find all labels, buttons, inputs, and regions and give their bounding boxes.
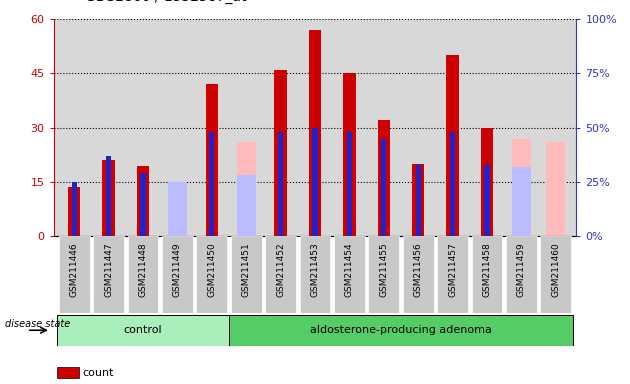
- Bar: [68, 187, 81, 236]
- Bar: [275, 70, 287, 236]
- Text: GSM211450: GSM211450: [207, 242, 216, 297]
- Bar: [377, 121, 390, 236]
- Bar: [347, 132, 352, 236]
- FancyBboxPatch shape: [334, 236, 365, 313]
- Bar: [237, 142, 256, 236]
- Bar: [412, 164, 425, 236]
- Bar: [205, 84, 218, 236]
- FancyBboxPatch shape: [93, 236, 124, 313]
- Bar: [309, 30, 321, 236]
- Bar: [546, 142, 565, 236]
- FancyBboxPatch shape: [162, 236, 193, 313]
- FancyBboxPatch shape: [299, 236, 331, 313]
- Bar: [137, 166, 149, 236]
- Bar: [512, 167, 531, 236]
- Text: GSM211454: GSM211454: [345, 242, 354, 297]
- Text: GSM211449: GSM211449: [173, 242, 182, 297]
- Bar: [512, 139, 531, 236]
- FancyBboxPatch shape: [541, 236, 571, 313]
- FancyBboxPatch shape: [231, 236, 261, 313]
- Bar: [57, 367, 79, 378]
- Bar: [229, 315, 573, 346]
- Bar: [481, 127, 493, 236]
- FancyBboxPatch shape: [265, 236, 296, 313]
- FancyBboxPatch shape: [471, 236, 503, 313]
- Bar: [450, 132, 455, 236]
- FancyBboxPatch shape: [127, 236, 159, 313]
- FancyBboxPatch shape: [506, 236, 537, 313]
- Bar: [140, 173, 146, 236]
- Text: GSM211446: GSM211446: [70, 242, 79, 297]
- Bar: [106, 156, 111, 236]
- Bar: [237, 175, 256, 236]
- Text: GSM211457: GSM211457: [448, 242, 457, 297]
- Bar: [381, 139, 386, 236]
- Text: count: count: [83, 367, 114, 377]
- Text: GSM211460: GSM211460: [551, 242, 560, 297]
- Bar: [168, 182, 187, 236]
- Text: GSM211451: GSM211451: [242, 242, 251, 297]
- Text: GSM211459: GSM211459: [517, 242, 526, 297]
- Bar: [484, 165, 490, 236]
- Bar: [278, 132, 283, 236]
- Text: control: control: [123, 325, 163, 335]
- FancyBboxPatch shape: [403, 236, 433, 313]
- FancyBboxPatch shape: [59, 236, 89, 313]
- Text: aldosterone-producing adenoma: aldosterone-producing adenoma: [310, 325, 492, 335]
- Bar: [343, 73, 355, 236]
- Text: GSM211447: GSM211447: [104, 242, 113, 297]
- Text: GSM211452: GSM211452: [276, 242, 285, 297]
- Text: GSM211458: GSM211458: [483, 242, 491, 297]
- FancyBboxPatch shape: [369, 236, 399, 313]
- FancyBboxPatch shape: [197, 236, 227, 313]
- FancyBboxPatch shape: [437, 236, 468, 313]
- Bar: [416, 165, 421, 236]
- Text: GSM211453: GSM211453: [311, 242, 319, 297]
- Text: GSM211448: GSM211448: [139, 242, 147, 297]
- Text: GSM211456: GSM211456: [414, 242, 423, 297]
- Text: disease state: disease state: [5, 319, 71, 329]
- Bar: [209, 132, 214, 236]
- Bar: [168, 193, 187, 236]
- Text: GDS2860 / 1552587_at: GDS2860 / 1552587_at: [85, 0, 246, 4]
- Bar: [57, 315, 229, 346]
- Bar: [447, 55, 459, 236]
- Bar: [72, 182, 77, 236]
- Bar: [103, 160, 115, 236]
- Bar: [312, 127, 318, 236]
- Text: GSM211455: GSM211455: [379, 242, 388, 297]
